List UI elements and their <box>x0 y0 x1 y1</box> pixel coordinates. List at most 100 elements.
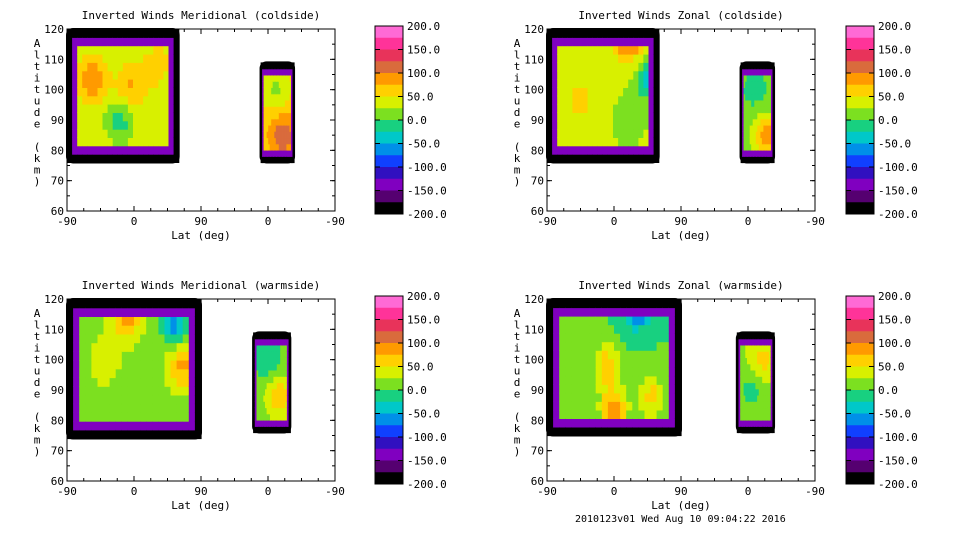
data-cell <box>134 360 141 370</box>
data-cell <box>736 376 740 384</box>
data-cell <box>272 156 275 164</box>
data-cell <box>263 407 266 415</box>
data-cell <box>291 99 294 107</box>
data-cell <box>275 68 278 76</box>
data-cell <box>97 129 104 138</box>
data-cell <box>92 62 99 72</box>
data-cell <box>274 112 277 120</box>
data-cell <box>286 357 290 365</box>
data-cell <box>107 129 114 138</box>
data-cell <box>565 375 572 385</box>
data-cell <box>280 351 283 358</box>
data-cell <box>258 420 261 427</box>
data-cell <box>263 376 266 384</box>
data-cell <box>258 351 261 358</box>
data-cell <box>760 388 763 396</box>
data-cell <box>758 156 761 164</box>
data-cell <box>755 338 758 346</box>
data-cell <box>740 106 743 114</box>
data-cell <box>143 79 149 88</box>
colorbar-tick-label: 50.0 <box>878 361 905 374</box>
data-cell <box>638 154 645 163</box>
data-cell <box>278 407 281 415</box>
data-cell <box>265 93 268 101</box>
data-cell <box>762 369 765 377</box>
data-cell <box>770 388 773 396</box>
data-cell <box>601 418 609 428</box>
data-cell <box>668 333 676 343</box>
data-cell <box>278 156 281 164</box>
data-cell <box>87 145 93 155</box>
data-cell <box>266 93 269 101</box>
data-cell <box>758 426 762 434</box>
colorbar-swatch <box>846 366 874 379</box>
data-cell <box>263 118 266 126</box>
data-cell <box>268 137 271 145</box>
data-cell <box>168 154 175 163</box>
data-cell <box>559 384 566 394</box>
data-cell <box>565 409 572 419</box>
data-region-1 <box>546 298 682 437</box>
data-cell <box>571 367 579 377</box>
data-cell <box>764 87 767 95</box>
x-tick-label: 0 <box>131 485 138 498</box>
data-cell <box>274 143 277 151</box>
data-cell <box>272 118 275 126</box>
data-cell <box>271 426 274 434</box>
data-cell <box>674 384 682 394</box>
data-cell <box>656 401 664 411</box>
data-cell <box>626 358 633 368</box>
data-cell <box>134 299 141 309</box>
data-cell <box>746 150 749 157</box>
data-cell <box>753 351 757 358</box>
data-cell <box>127 403 135 413</box>
data-cell <box>638 350 646 360</box>
data-cell <box>567 62 573 72</box>
data-cell <box>742 118 745 126</box>
data-cell <box>559 350 566 360</box>
data-cell <box>92 70 99 80</box>
data-cell <box>158 45 165 55</box>
data-cell <box>595 358 603 368</box>
data-cell <box>757 344 760 352</box>
data-cell <box>592 79 599 88</box>
data-cell <box>277 150 280 157</box>
colorbar-swatch <box>846 96 874 109</box>
data-cell <box>601 401 609 411</box>
data-cell <box>754 150 757 157</box>
data-cell <box>263 62 266 70</box>
data-cell <box>589 341 597 351</box>
data-cell <box>286 363 290 371</box>
data-cell <box>746 99 749 107</box>
data-cell <box>583 358 591 368</box>
data-cell <box>170 307 178 317</box>
data-cell <box>259 351 263 358</box>
y-tick-label: 70 <box>51 445 64 458</box>
data-cell <box>750 401 753 409</box>
data-cell <box>633 129 639 138</box>
colorbar-swatch <box>846 343 874 356</box>
data-cell <box>597 70 604 80</box>
data-cell <box>738 363 741 371</box>
data-cell <box>259 420 263 427</box>
data-cell <box>763 99 766 107</box>
data-cell <box>740 401 743 409</box>
data-cell <box>572 37 579 47</box>
data-cell <box>743 369 746 377</box>
x-tick-label: -90 <box>325 485 345 498</box>
data-cell <box>67 421 74 431</box>
data-cell <box>281 426 285 434</box>
data-cell <box>769 81 772 88</box>
data-cell <box>571 350 579 360</box>
data-cell <box>547 367 554 377</box>
data-cell <box>577 367 585 377</box>
data-cell <box>254 344 258 352</box>
data-cell <box>273 426 276 434</box>
data-cell <box>268 118 271 126</box>
data-cell <box>553 341 560 351</box>
data-cell <box>270 351 273 358</box>
data-cell <box>567 129 573 138</box>
data-cell <box>121 394 129 405</box>
data-cell <box>638 392 646 402</box>
data-cell <box>752 401 755 409</box>
